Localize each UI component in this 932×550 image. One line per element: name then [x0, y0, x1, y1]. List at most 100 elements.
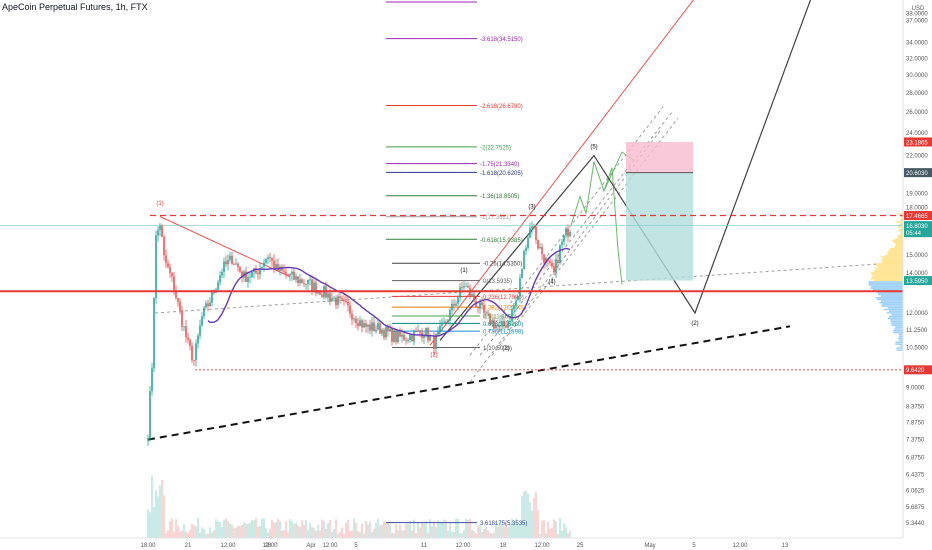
candle-body[interactable]	[309, 279, 311, 281]
candle-body[interactable]	[375, 329, 377, 332]
candle-body[interactable]	[493, 320, 495, 329]
candle-body[interactable]	[345, 300, 347, 303]
candle-body[interactable]	[311, 279, 313, 291]
wave-line-red[interactable]	[159, 216, 291, 278]
candle-body[interactable]	[257, 272, 259, 275]
candle-body[interactable]	[331, 298, 333, 301]
candle-body[interactable]	[491, 320, 493, 325]
candle-body[interactable]	[445, 321, 447, 323]
candle-body[interactable]	[497, 325, 499, 327]
take-profit-zone[interactable]	[626, 172, 693, 281]
candle-body[interactable]	[475, 301, 477, 308]
candle-body[interactable]	[513, 305, 515, 310]
candle-body[interactable]	[219, 275, 221, 283]
candle-body[interactable]	[259, 268, 261, 275]
candle-body[interactable]	[231, 255, 233, 265]
candle-body[interactable]	[551, 263, 553, 267]
candle-body[interactable]	[169, 266, 171, 274]
candle-body[interactable]	[567, 228, 569, 237]
candle-body[interactable]	[189, 339, 191, 347]
candle-body[interactable]	[529, 228, 531, 238]
candle-body[interactable]	[369, 324, 371, 331]
candle-body[interactable]	[503, 321, 505, 326]
candle-body[interactable]	[427, 327, 429, 341]
candle-body[interactable]	[521, 269, 523, 279]
candle-body[interactable]	[457, 297, 459, 304]
candle-body[interactable]	[275, 264, 277, 270]
candle-body[interactable]	[433, 335, 435, 349]
candle-body[interactable]	[459, 287, 461, 298]
candle-body[interactable]	[435, 334, 437, 349]
candle-body[interactable]	[535, 226, 537, 240]
candle-body[interactable]	[355, 318, 357, 323]
projected-wave-green[interactable]	[570, 161, 623, 285]
candle-body[interactable]	[393, 331, 395, 342]
candle-body[interactable]	[207, 303, 209, 307]
candle-body[interactable]	[213, 291, 215, 293]
candle-body[interactable]	[205, 303, 207, 308]
candle-body[interactable]	[383, 329, 385, 338]
candle-body[interactable]	[307, 279, 309, 285]
candle-body[interactable]	[199, 325, 201, 336]
candle-body[interactable]	[487, 312, 489, 314]
candle-body[interactable]	[453, 303, 455, 306]
candle-body[interactable]	[443, 321, 445, 323]
candle-body[interactable]	[159, 224, 161, 230]
candle-body[interactable]	[157, 229, 159, 236]
candle-body[interactable]	[447, 320, 449, 323]
candle-body[interactable]	[329, 293, 331, 301]
candle-body[interactable]	[339, 296, 341, 299]
candle-body[interactable]	[405, 339, 407, 341]
support-trendline[interactable]	[147, 325, 791, 441]
candle-body[interactable]	[285, 271, 287, 275]
candle-body[interactable]	[533, 226, 535, 228]
candle-body[interactable]	[291, 271, 293, 275]
candle-body[interactable]	[381, 329, 383, 334]
candle-body[interactable]	[479, 302, 481, 309]
candle-body[interactable]	[569, 231, 571, 237]
candle-body[interactable]	[471, 294, 473, 296]
candle-body[interactable]	[561, 241, 563, 245]
candle-body[interactable]	[267, 257, 269, 259]
candle-body[interactable]	[553, 266, 555, 273]
candle-body[interactable]	[229, 255, 231, 260]
candle-body[interactable]	[315, 282, 317, 294]
candle-body[interactable]	[485, 312, 487, 314]
candle-body[interactable]	[195, 343, 197, 361]
candle-body[interactable]	[455, 303, 457, 306]
candle-body[interactable]	[489, 313, 491, 325]
candle-body[interactable]	[423, 336, 425, 338]
candle-body[interactable]	[449, 310, 451, 321]
candle-body[interactable]	[209, 302, 211, 307]
stop-loss-zone[interactable]	[626, 141, 693, 173]
candle-body[interactable]	[289, 274, 291, 276]
candle-body[interactable]	[359, 320, 361, 327]
candle-body[interactable]	[531, 226, 533, 229]
candle-body[interactable]	[565, 228, 567, 236]
candle-body[interactable]	[385, 326, 387, 338]
candle-body[interactable]	[473, 294, 475, 302]
candle-body[interactable]	[305, 284, 307, 286]
candle-body[interactable]	[407, 339, 409, 341]
candle-body[interactable]	[425, 327, 427, 337]
candle-body[interactable]	[171, 273, 173, 277]
candle-body[interactable]	[261, 266, 263, 269]
candle-body[interactable]	[379, 323, 381, 334]
candle-body[interactable]	[247, 277, 249, 282]
candle-body[interactable]	[319, 290, 321, 295]
candle-body[interactable]	[515, 300, 517, 306]
candle-body[interactable]	[347, 302, 349, 306]
candle-body[interactable]	[465, 285, 467, 287]
candle-body[interactable]	[395, 331, 397, 343]
candle-body[interactable]	[181, 310, 183, 327]
candle-body[interactable]	[483, 305, 485, 313]
candle-body[interactable]	[549, 261, 551, 264]
candle-body[interactable]	[519, 278, 521, 297]
candle-body[interactable]	[225, 261, 227, 265]
candle-body[interactable]	[239, 267, 241, 272]
candle-body[interactable]	[413, 331, 415, 342]
candle-body[interactable]	[477, 307, 479, 309]
candle-body[interactable]	[391, 328, 393, 342]
candle-body[interactable]	[175, 291, 177, 298]
